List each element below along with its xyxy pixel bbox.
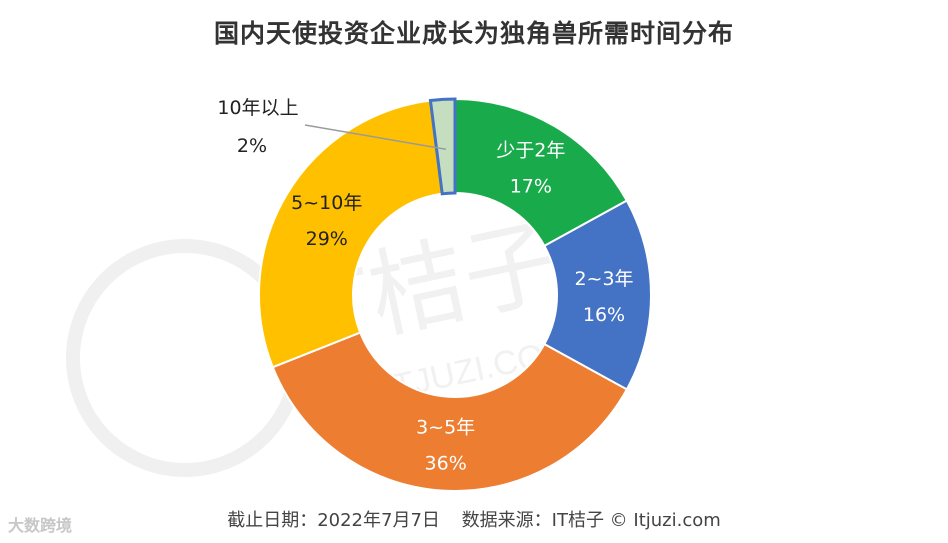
- slice-2: [271, 331, 629, 492]
- footer: 截止日期：2022年7月7日 数据来源：IT桔子 © Itjuzi.com: [0, 506, 948, 532]
- slice-value-4: 2%: [237, 135, 267, 157]
- callout: 10年以上 2%: [217, 97, 446, 157]
- slice-value-1: 16%: [583, 304, 625, 326]
- slice-3: [258, 99, 444, 369]
- slice-value-2: 36%: [425, 453, 467, 475]
- slices: [258, 97, 652, 492]
- slice-value-3: 29%: [306, 228, 348, 250]
- footer-date: 截止日期：2022年7月7日: [227, 510, 440, 531]
- slice-4: [428, 97, 457, 196]
- slice-0: [454, 97, 629, 248]
- slice-label-0: 少于2年: [496, 140, 565, 162]
- slice-label-1: 2~3年: [574, 268, 633, 290]
- slice-label-3: 5~10年: [291, 192, 362, 214]
- slice-label-2: 3~5年: [416, 417, 475, 439]
- callout-line: [304, 124, 446, 151]
- corner-watermark: 大数跨境: [8, 516, 73, 535]
- chart-title: 国内天使投资企业成长为独角兽所需时间分布: [213, 19, 734, 48]
- slice-value-0: 17%: [510, 176, 552, 198]
- slice-label-4: 10年以上: [217, 97, 298, 119]
- footer-source: 数据来源：IT桔子 © Itjuzi.com: [461, 510, 721, 531]
- slice-labels: 少于2年 17% 2~3年 16% 3~5年 36% 5~10年 29%: [291, 140, 633, 475]
